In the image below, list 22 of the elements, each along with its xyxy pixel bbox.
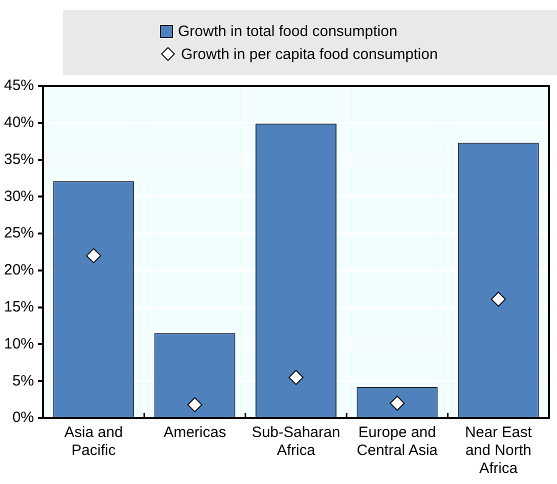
x-tick-label: Americas: [164, 424, 226, 442]
y-tick-label: 15%: [4, 298, 34, 316]
y-tick-label: 0%: [12, 409, 34, 426]
y-tick-label: 5%: [12, 372, 34, 390]
legend-label: Growth in total food consumption: [178, 22, 398, 40]
x-tick-label: Europe and Central Asia: [356, 424, 438, 460]
y-tick-label: 45%: [4, 77, 34, 94]
y-tick-label: 40%: [4, 114, 34, 132]
point: [187, 397, 202, 412]
point: [490, 292, 506, 307]
x-tick-label: Near East and North Africa: [465, 424, 533, 478]
point: [390, 396, 405, 411]
point: [86, 248, 102, 264]
y-tick-label: 10%: [4, 335, 34, 352]
y-tick-label: 25%: [4, 224, 34, 242]
point: [288, 370, 304, 385]
y-tick-label: 30%: [4, 188, 34, 205]
x-tick-label: Sub-Saharan Africa: [252, 424, 340, 460]
x-tick-label: Asia and Pacific: [64, 424, 123, 460]
legend-label: Growth in per capita food consumption: [181, 46, 438, 62]
y-tick-label: 35%: [4, 150, 34, 168]
y-tick-label: 20%: [4, 262, 34, 279]
